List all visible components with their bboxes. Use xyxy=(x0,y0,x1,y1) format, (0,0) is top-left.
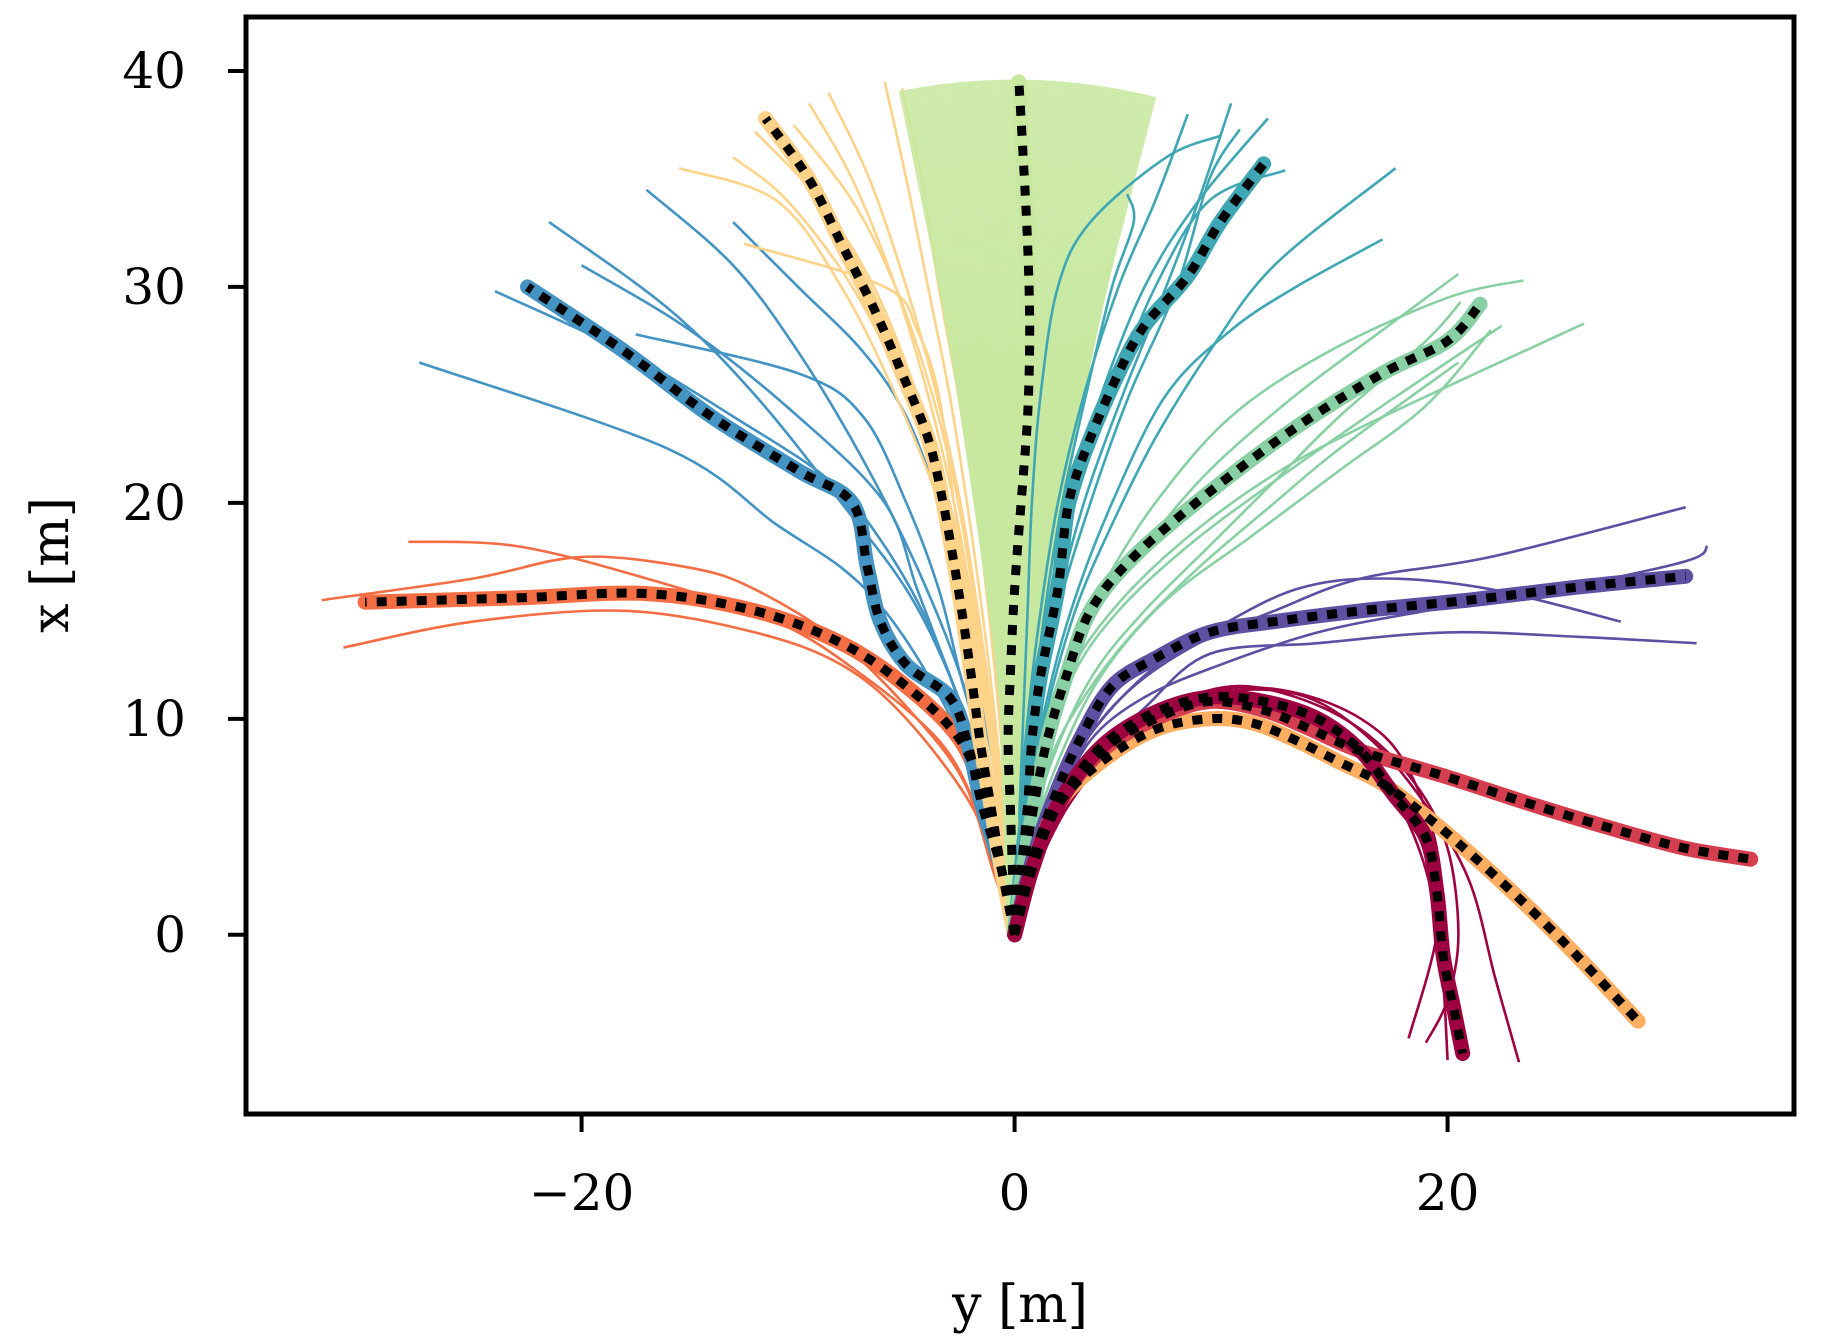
y-axis-ticks: 0 10 20 30 40 xyxy=(122,42,246,964)
y-tick-label: 20 xyxy=(122,474,186,532)
x-axis-label: y [m] xyxy=(951,1275,1088,1335)
mean-trajectory-dotted xyxy=(364,588,1020,936)
mean-trajectory-dotted xyxy=(1010,571,1687,936)
y-tick-label: 40 xyxy=(122,42,186,100)
mean-trajectory-dotted xyxy=(525,283,1020,936)
mean-trajectory-colored xyxy=(1007,711,1646,1029)
x-tick-label: 20 xyxy=(1416,1164,1480,1222)
mean-trajectory-dotted xyxy=(1010,301,1484,936)
mean-trajectory-colored xyxy=(357,585,1023,943)
mean-trajectory-dotted xyxy=(1003,81,1035,935)
trajectory-lines xyxy=(321,74,1759,1063)
x-axis-ticks: −20 0 20 xyxy=(529,1114,1480,1222)
plot-frame xyxy=(243,14,1797,1117)
y-axis-label: x [m] xyxy=(21,497,81,633)
sample-trajectory xyxy=(1013,684,1460,1044)
x-tick-label: −20 xyxy=(529,1164,635,1222)
sample-trajectory xyxy=(743,242,1016,935)
mean-trajectory-dotted xyxy=(1010,692,1468,1055)
sample-trajectory xyxy=(343,609,1016,936)
x-tick-label: 0 xyxy=(999,1164,1031,1222)
mean-trajectory-dotted xyxy=(1010,161,1268,936)
y-tick-label: 0 xyxy=(154,906,186,964)
mean-trajectory-colored xyxy=(758,111,1023,943)
sample-trajectory xyxy=(1013,134,1221,935)
sample-trajectory xyxy=(321,555,1016,936)
mean-trajectories-dotted xyxy=(364,81,1752,1055)
y-tick-label: 30 xyxy=(122,258,186,316)
sample-trajectory xyxy=(1013,688,1521,1063)
y-tick-label: 10 xyxy=(122,690,186,748)
